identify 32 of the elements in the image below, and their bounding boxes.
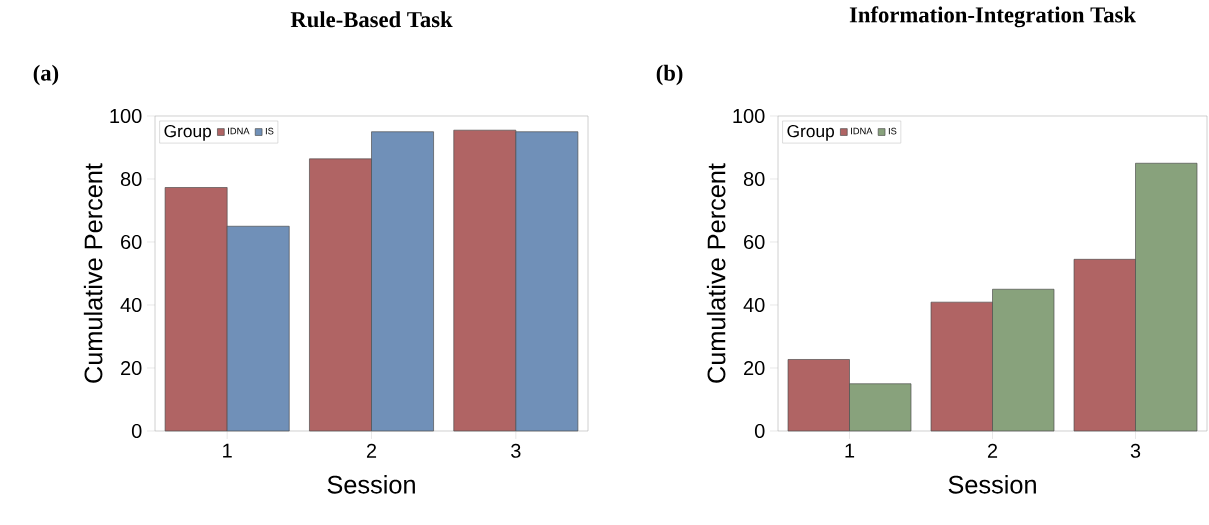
y-axis-title: Cumulative Percent — [83, 163, 103, 383]
x-axis-title: Session — [948, 475, 1036, 494]
y-tick-label: 100 — [733, 108, 765, 124]
y-tick-label: 80 — [120, 171, 142, 187]
text: (a) — [33, 64, 59, 86]
x-axis-title: Session — [327, 475, 415, 494]
x-tick-label: 2 — [987, 443, 998, 458]
x-tick-label: 2 — [366, 443, 377, 458]
legend-title: Group — [787, 124, 834, 141]
legend-label: IS — [265, 127, 274, 135]
chart-title: Information-Integration Task — [849, 6, 1136, 28]
y-tick-label: 100 — [110, 108, 142, 124]
y-tick-label: 20 — [121, 360, 142, 376]
y-tick-label: 40 — [120, 297, 142, 313]
y-tick-label: 60 — [744, 234, 765, 250]
y-tick-label: 0 — [754, 423, 765, 439]
legend-title: Group — [164, 124, 212, 141]
x-tick-label: 3 — [1130, 443, 1141, 458]
x-tick-label: 1 — [845, 443, 855, 458]
x-tick-label: 1 — [223, 443, 232, 458]
y-tick-label: 60 — [121, 234, 142, 250]
x-tick-label: 3 — [511, 443, 521, 458]
y-tick-label: 40 — [743, 297, 765, 313]
legend-label: IS — [888, 127, 897, 135]
y-tick-label: 20 — [744, 360, 765, 376]
y-tick-label: 0 — [131, 423, 142, 439]
y-axis-title: Cumulative Percent — [706, 163, 726, 383]
text: (b) — [656, 64, 683, 86]
legend-label: IDNA — [851, 127, 873, 135]
y-tick-label: 80 — [743, 171, 765, 187]
chart-title: Rule-Based Task — [290, 11, 453, 28]
legend-label: IDNA — [228, 127, 250, 135]
